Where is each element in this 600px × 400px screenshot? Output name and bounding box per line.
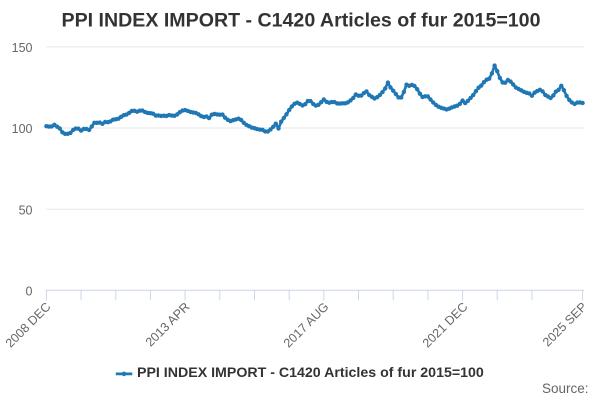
svg-text:PPI INDEX IMPORT - C1420 Artic: PPI INDEX IMPORT - C1420 Articles of fur…: [62, 10, 541, 32]
svg-text:Source:: Source:: [542, 381, 589, 396]
svg-text:100: 100: [12, 122, 33, 136]
svg-text:50: 50: [19, 203, 33, 217]
svg-text:PPI INDEX IMPORT - C1420 Artic: PPI INDEX IMPORT - C1420 Articles of fur…: [137, 365, 484, 381]
svg-text:0: 0: [26, 284, 33, 298]
svg-text:150: 150: [12, 41, 33, 55]
